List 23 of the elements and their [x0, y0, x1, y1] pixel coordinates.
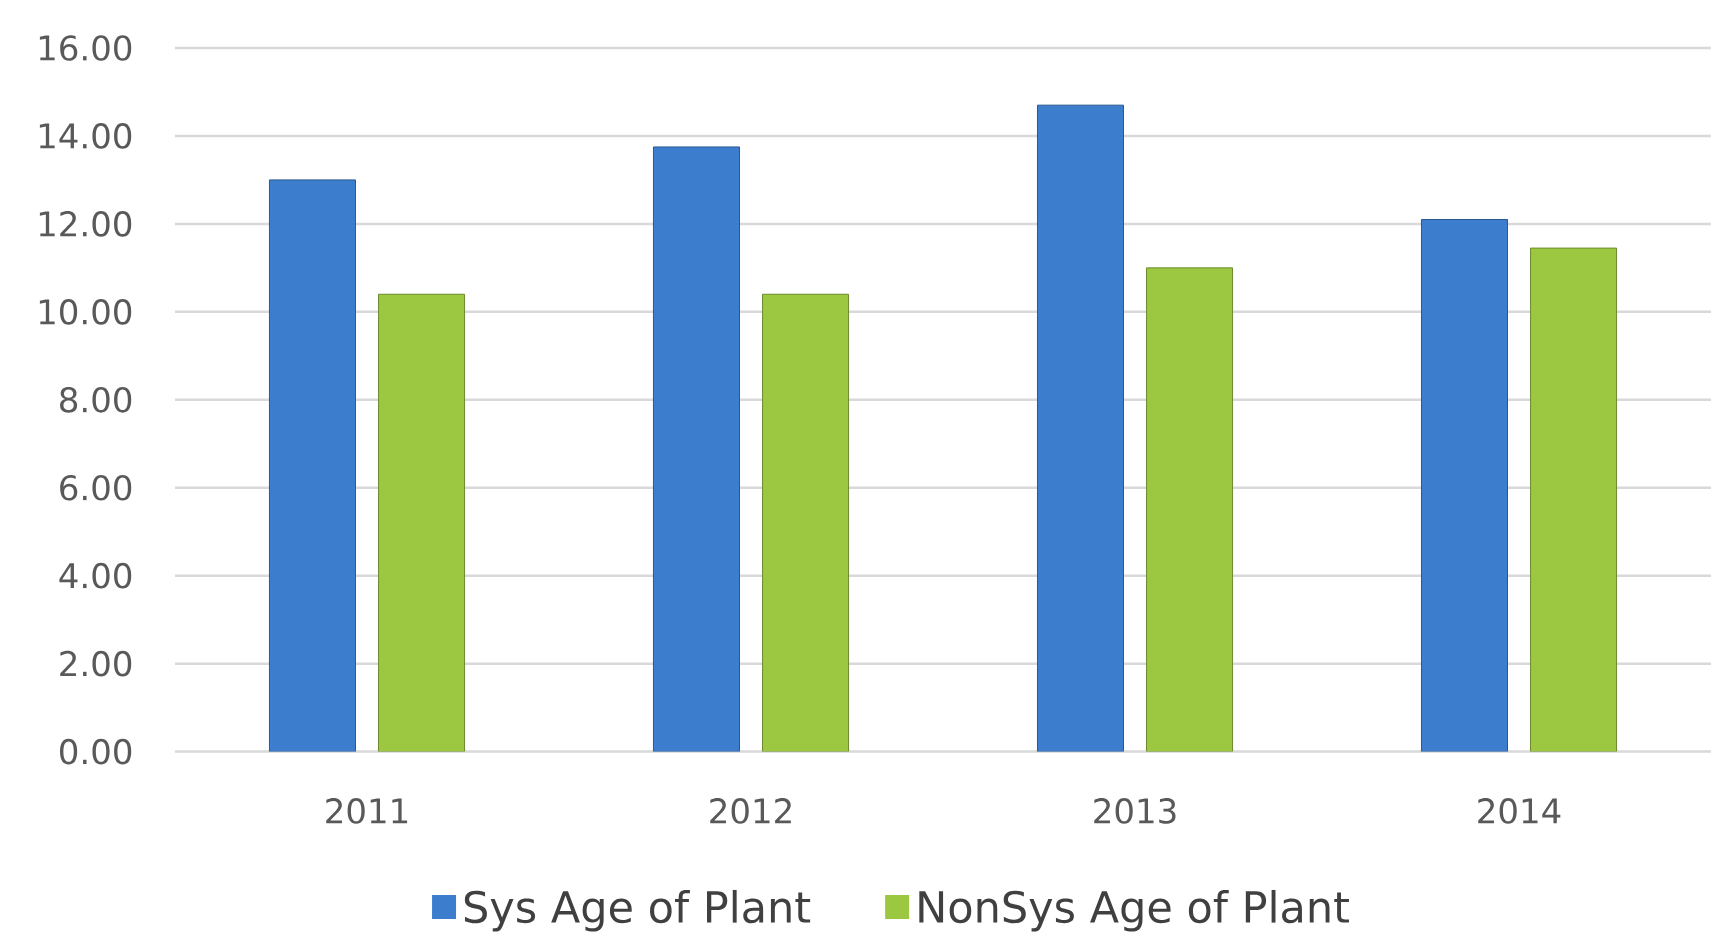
bar [652, 146, 740, 752]
y-tick-label: 16.00 [39, 35, 132, 61]
bar [762, 293, 850, 752]
x-tick-label: 2012 [710, 798, 791, 824]
y-tick-label: 14.00 [39, 123, 132, 149]
y-tick-label: 6.00 [60, 474, 132, 501]
x-tick-label: 2014 [1478, 798, 1561, 824]
y-tick-label: 10.00 [39, 298, 132, 325]
bar [1530, 247, 1618, 752]
x-tick-label: 2011 [326, 798, 408, 824]
bar [1420, 219, 1508, 752]
y-tick-label: 0.00 [60, 738, 132, 765]
y-tick-label: 4.00 [59, 562, 132, 589]
x-tick-label: 2013 [1094, 798, 1176, 824]
y-tick-label: 12.00 [39, 211, 132, 237]
y-tick-label: 2.00 [60, 650, 132, 677]
bar [268, 179, 356, 752]
legend-label: NonSys Age of Plant [919, 889, 1349, 932]
bar [1146, 267, 1234, 752]
bar [378, 293, 466, 752]
legend-label: Sys Age of Plant [464, 889, 811, 932]
y-tick-label: 8.00 [60, 386, 132, 413]
bar [1036, 104, 1124, 752]
